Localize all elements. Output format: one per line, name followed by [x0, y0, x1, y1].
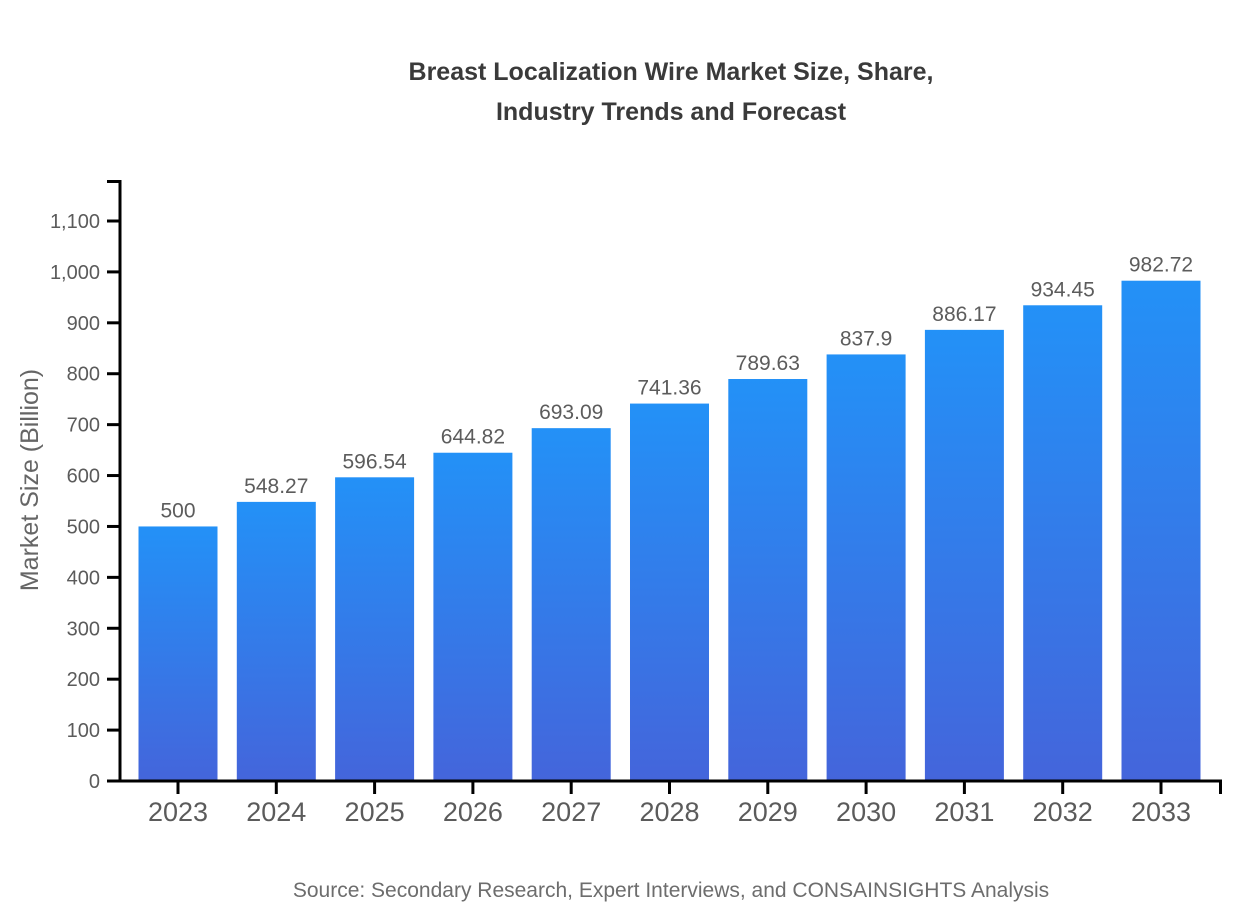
bar-2030: [826, 354, 906, 781]
y-tick-label-800: 800: [67, 364, 100, 386]
x-tick-label-2033: 2033: [1131, 797, 1191, 827]
x-tick-label-2030: 2030: [836, 797, 896, 827]
y-tick-label-0: 0: [89, 771, 100, 793]
value-label-2024: 548.27: [244, 475, 308, 498]
x-tick-label-2027: 2027: [541, 797, 601, 827]
y-tick-label-500: 500: [67, 516, 100, 538]
bar-2033: [1121, 280, 1201, 781]
y-tick-label-1,000: 1,000: [50, 262, 100, 284]
y-tick-label-400: 400: [67, 567, 100, 589]
bar-2025: [335, 477, 415, 781]
y-tick-label-100: 100: [67, 720, 100, 742]
x-tick-label-2025: 2025: [345, 797, 405, 827]
y-tick-label-600: 600: [67, 466, 100, 488]
x-tick-label-2024: 2024: [246, 797, 306, 827]
bar-2028: [630, 403, 709, 781]
y-tick-label-700: 700: [67, 415, 100, 437]
source-attribution: Source: Secondary Research, Expert Inter…: [292, 879, 1050, 902]
y-tick-label-200: 200: [67, 669, 100, 691]
value-label-2029: 789.63: [736, 352, 800, 375]
x-tick-label-2031: 2031: [934, 797, 994, 827]
value-label-2031: 886.17: [932, 303, 996, 326]
value-label-2023: 500: [160, 499, 195, 522]
bar-2032: [1023, 305, 1103, 781]
bar-2024: [236, 501, 316, 781]
value-label-2032: 934.45: [1031, 278, 1095, 301]
value-label-2033: 982.72: [1129, 254, 1193, 277]
chart-title-line1: Breast Localization Wire Market Size, Sh…: [408, 58, 934, 86]
value-label-2027: 693.09: [539, 401, 603, 424]
chart-title-line2: Industry Trends and Forecast: [495, 98, 847, 126]
x-tick-label-2032: 2032: [1033, 797, 1093, 827]
bar-2029: [728, 379, 808, 781]
chart-title: Breast Localization Wire Market Size, Sh…: [82, 52, 1260, 132]
x-tick-label-2028: 2028: [639, 797, 699, 827]
bar-2023: [138, 526, 218, 781]
value-label-2028: 741.36: [637, 377, 701, 400]
y-axis-title: Market Size (Billion): [16, 369, 44, 591]
value-label-2026: 644.82: [441, 426, 505, 449]
bar-2026: [433, 452, 513, 781]
bar-2031: [924, 329, 1004, 781]
y-tick-label-900: 900: [67, 313, 100, 335]
value-label-2030: 837.9: [840, 327, 893, 350]
x-tick-label-2023: 2023: [148, 797, 208, 827]
x-tick-label-2026: 2026: [443, 797, 503, 827]
y-tick-label-1,100: 1,100: [50, 211, 100, 233]
x-tick-label-2029: 2029: [738, 797, 798, 827]
bar-2027: [531, 428, 611, 781]
y-tick-label-300: 300: [67, 618, 100, 640]
value-label-2025: 596.54: [342, 450, 407, 473]
